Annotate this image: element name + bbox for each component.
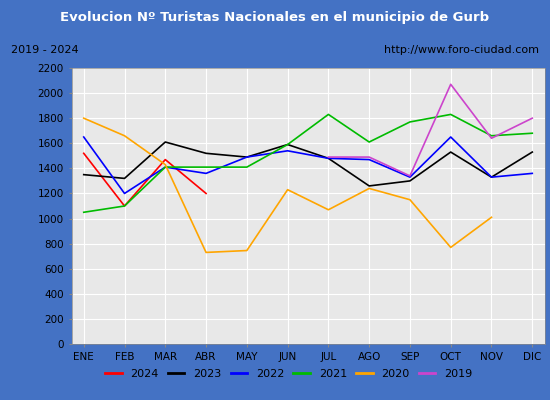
Text: Evolucion Nº Turistas Nacionales en el municipio de Gurb: Evolucion Nº Turistas Nacionales en el m… bbox=[60, 12, 490, 24]
Legend: 2024, 2023, 2022, 2021, 2020, 2019: 2024, 2023, 2022, 2021, 2020, 2019 bbox=[102, 366, 476, 382]
Text: http://www.foro-ciudad.com: http://www.foro-ciudad.com bbox=[384, 45, 539, 55]
Text: 2019 - 2024: 2019 - 2024 bbox=[11, 45, 79, 55]
